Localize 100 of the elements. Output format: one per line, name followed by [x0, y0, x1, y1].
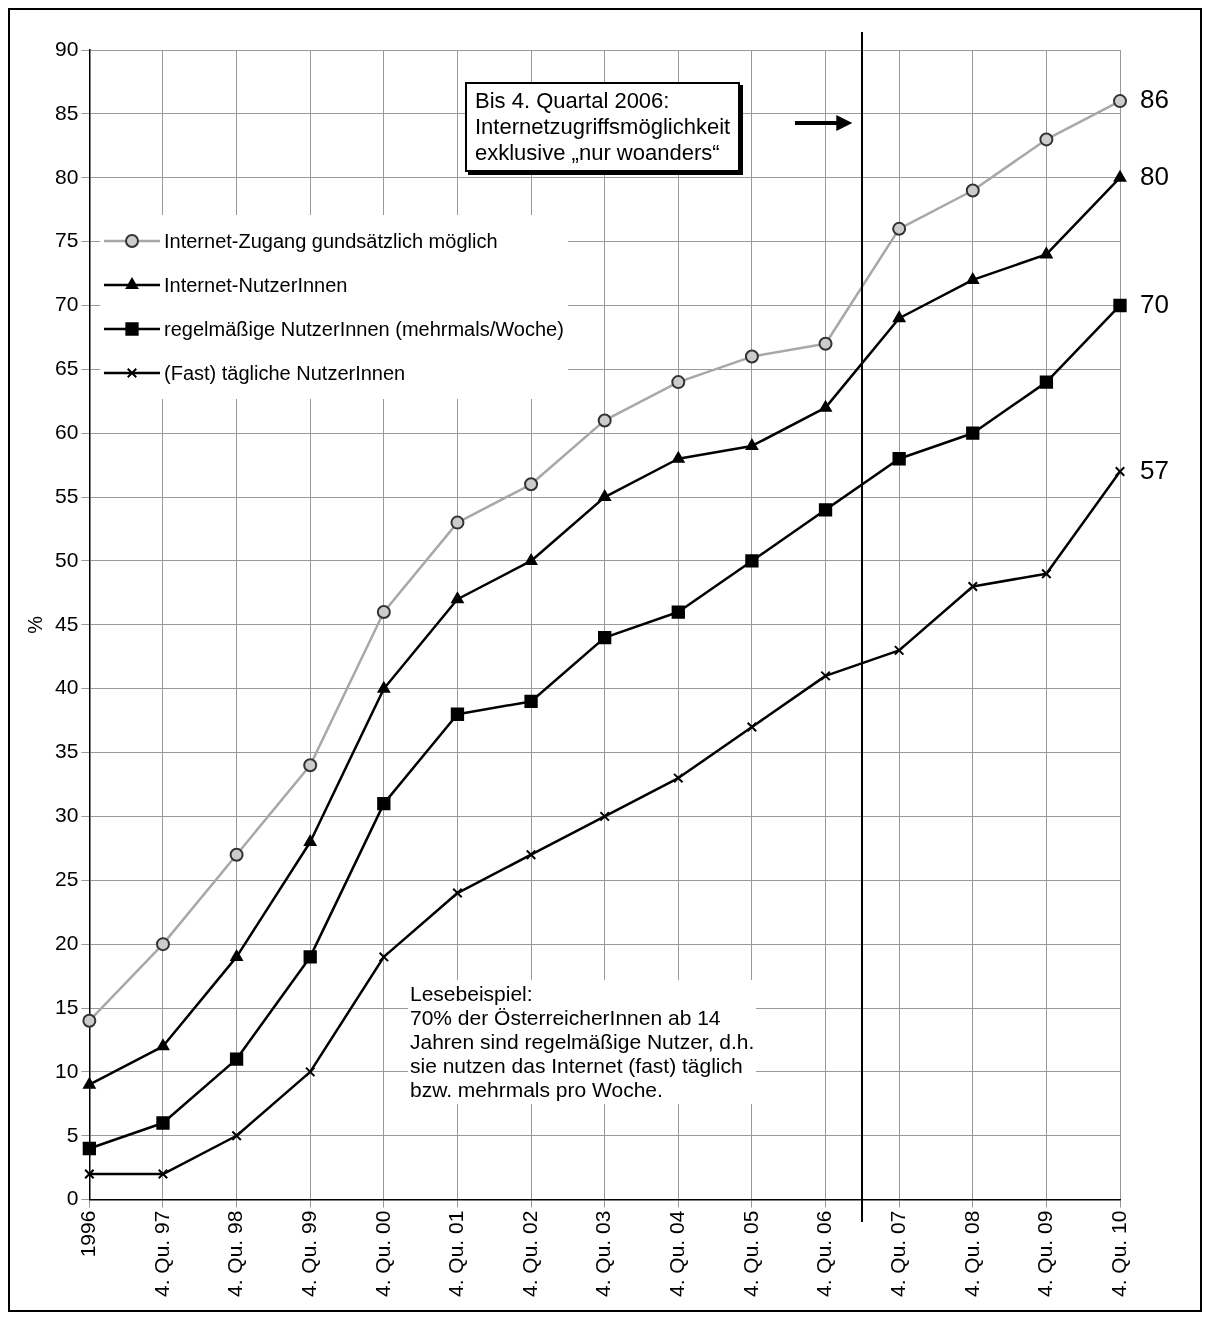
- point: [229, 1052, 244, 1066]
- point: [377, 681, 391, 693]
- y-tick-label: 20: [55, 930, 79, 954]
- point: [231, 1130, 242, 1141]
- x-tick-label: 4. Qu. 10: [1106, 1210, 1130, 1297]
- point: [1113, 298, 1127, 313]
- point: [966, 272, 979, 284]
- point: [1114, 466, 1126, 477]
- point: [376, 605, 391, 620]
- x-tick-label: 4. Qu. 06: [812, 1210, 836, 1297]
- annotation: Lesebeispiel: 70% der ÖsterreicherInnen ab 14 Jahren sind regelmäßige Nutzer, d.h. sie nutzen das Internet (fast) täglich bzw. mehrmals pro Woche.: [408, 980, 757, 1104]
- x-tick-label: 4. Qu. 97: [149, 1210, 173, 1297]
- x-tick-label: 4. Qu. 03: [591, 1210, 615, 1297]
- point: [1113, 94, 1127, 109]
- point: [966, 426, 980, 440]
- y-tick-label: 45: [55, 611, 79, 635]
- point: [965, 183, 980, 198]
- point: [893, 645, 905, 656]
- y-tick-label: 70: [55, 292, 79, 316]
- point: [524, 477, 539, 492]
- data-label: 70: [1140, 288, 1169, 319]
- x-tick-label: 4. Qu. 01: [444, 1210, 468, 1297]
- point: [524, 694, 538, 709]
- y-tick-label: 85: [55, 100, 79, 124]
- x-tick-label: 4. Qu. 07: [885, 1210, 909, 1297]
- point: [230, 949, 243, 961]
- point: [819, 400, 832, 412]
- y-tick-label: 10: [55, 1058, 79, 1082]
- point: [598, 630, 612, 645]
- x-tick-label: 1996: [76, 1210, 100, 1258]
- y-tick-label: 65: [55, 356, 79, 380]
- legend-label: Internet-NutzerInnen: [164, 273, 348, 297]
- y-tick-label: 75: [55, 228, 79, 252]
- point: [671, 605, 685, 619]
- point: [304, 834, 317, 846]
- y-tick-label: 80: [55, 164, 79, 188]
- legend-label: regelmäßige NutzerInnen (mehrmals/Woche): [164, 317, 564, 341]
- point: [156, 1039, 170, 1051]
- point: [304, 1066, 316, 1078]
- y-tick-label: 30: [55, 803, 79, 827]
- point: [744, 349, 759, 364]
- x-tick-label: 4. Qu. 09: [1033, 1210, 1057, 1297]
- point: [84, 1168, 95, 1180]
- point: [818, 503, 833, 517]
- y-axis-title: %: [23, 615, 46, 634]
- y-tick-label: 60: [55, 420, 79, 443]
- point: [377, 796, 391, 811]
- x-tick-label: 4. Qu. 00: [370, 1210, 394, 1297]
- x-tick-label: 4. Qu. 99: [297, 1210, 321, 1297]
- data-label: 86: [1140, 84, 1169, 115]
- point: [1039, 375, 1054, 389]
- point: [967, 581, 979, 592]
- point: [450, 707, 465, 721]
- y-tick-label: 40: [55, 675, 79, 699]
- legend-label: Internet-Zugang gundsätzlich möglich: [164, 229, 498, 253]
- point: [1039, 132, 1054, 147]
- point: [82, 1141, 97, 1156]
- point: [229, 847, 244, 862]
- point: [598, 490, 611, 502]
- y-tick-label: 25: [55, 867, 79, 891]
- point: [155, 937, 170, 952]
- point: [892, 452, 906, 466]
- x-tick-label: 4. Qu. 05: [738, 1210, 762, 1297]
- point: [452, 887, 463, 899]
- y-tick-label: 55: [55, 483, 79, 507]
- point: [303, 950, 317, 964]
- x-tick-label: 4. Qu. 02: [517, 1210, 541, 1297]
- point: [451, 592, 464, 604]
- point: [671, 375, 686, 390]
- point: [378, 951, 390, 963]
- data-label: 57: [1140, 454, 1169, 485]
- point: [83, 1077, 96, 1089]
- y-tick-label: 5: [66, 1122, 79, 1146]
- point: [82, 1013, 97, 1028]
- point: [1041, 568, 1052, 579]
- y-tick-label: 35: [55, 739, 79, 763]
- point: [745, 438, 759, 450]
- x-tick-label: 4. Qu. 98: [223, 1210, 247, 1297]
- point: [673, 772, 684, 784]
- point: [599, 811, 610, 822]
- point: [892, 311, 906, 323]
- point: [524, 553, 538, 565]
- point: [450, 515, 465, 530]
- point: [820, 670, 831, 682]
- legend-label: (Fast) tägliche NutzerInnen: [164, 361, 406, 385]
- point: [156, 1116, 170, 1130]
- annotation: Bis 4. Quartal 2006: Internetzugriffsmöglichkeit exklusive „nur woanders“: [465, 82, 741, 172]
- point: [157, 1168, 169, 1180]
- point: [818, 336, 833, 351]
- point: [525, 849, 537, 860]
- point: [892, 221, 907, 236]
- data-label: 80: [1140, 160, 1169, 191]
- y-tick-label: 0: [66, 1186, 79, 1210]
- point: [1040, 247, 1053, 259]
- x-tick-label: 4. Qu. 08: [959, 1210, 983, 1297]
- point: [746, 721, 758, 733]
- x-tick-label: 4. Qu. 04: [665, 1210, 689, 1297]
- point: [745, 554, 759, 568]
- point: [303, 758, 318, 773]
- point: [597, 413, 612, 428]
